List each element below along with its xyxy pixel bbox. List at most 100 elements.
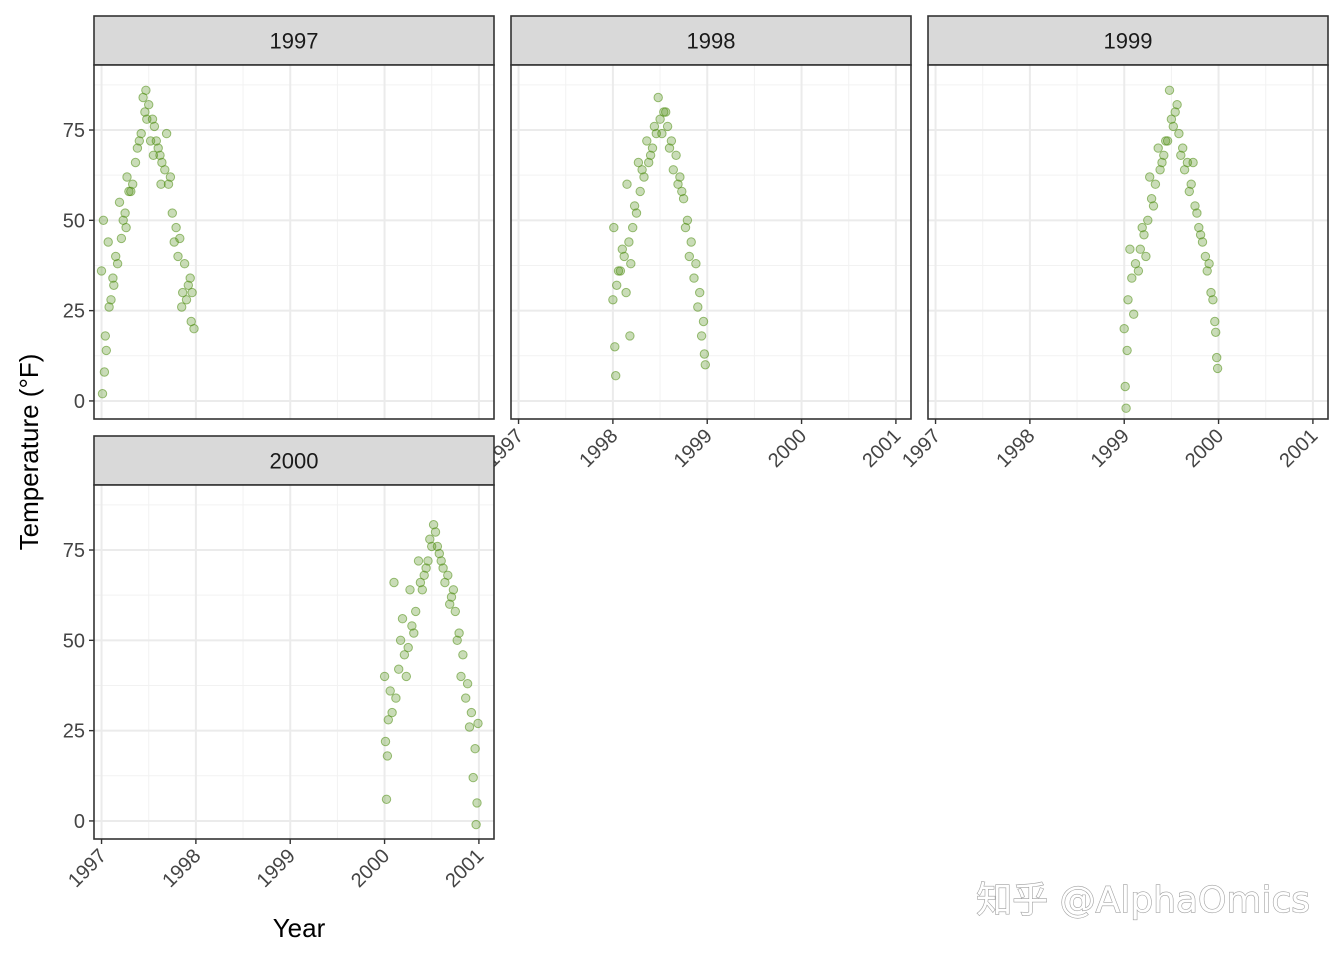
facet-strip-label: 1998 — [687, 29, 736, 54]
data-point — [1135, 244, 1146, 254]
y-tick-label: 0 — [74, 811, 85, 833]
data-point — [1210, 316, 1220, 327]
data-point — [1153, 143, 1163, 153]
data-point — [633, 157, 644, 168]
data-point — [153, 143, 163, 153]
x-tick-label: 1999 — [670, 425, 717, 472]
data-point — [471, 819, 481, 830]
data-point — [99, 367, 110, 377]
data-point — [657, 128, 667, 139]
data-point — [1172, 100, 1182, 110]
data-point — [1122, 345, 1132, 356]
data-point — [1143, 215, 1153, 226]
data-point — [610, 342, 620, 352]
data-point — [187, 287, 197, 298]
data-point — [122, 172, 132, 182]
data-point — [411, 606, 421, 617]
data-point — [1211, 327, 1221, 337]
x-tick-label: 1999 — [253, 845, 300, 892]
y-tick-label: 50 — [63, 630, 85, 652]
data-point — [403, 642, 413, 653]
data-point — [397, 614, 408, 624]
data-point — [1208, 295, 1218, 305]
data-point — [675, 172, 685, 182]
data-point — [430, 527, 441, 537]
data-point — [434, 548, 444, 559]
data-point — [415, 577, 426, 588]
data-point — [629, 201, 640, 211]
data-point — [425, 534, 435, 544]
data-point — [642, 136, 652, 146]
x-tick-label: 2000 — [1181, 425, 1228, 472]
data-point — [1120, 381, 1130, 392]
data-point — [445, 599, 455, 609]
data-point — [155, 150, 165, 161]
data-point — [473, 718, 483, 729]
y-tick-label: 25 — [63, 721, 85, 743]
data-point — [693, 302, 703, 312]
data-point — [1174, 128, 1184, 139]
data-point — [389, 577, 399, 588]
data-point — [179, 259, 190, 269]
data-point — [108, 273, 118, 283]
data-point — [173, 251, 183, 262]
data-point — [395, 635, 406, 645]
y-axis-title: Temperature (°F) — [14, 354, 44, 551]
data-point — [635, 186, 645, 197]
data-point — [167, 208, 178, 218]
data-point — [421, 563, 431, 573]
data-point — [120, 208, 130, 218]
data-point — [1146, 194, 1157, 204]
data-point — [128, 179, 138, 189]
data-point — [677, 186, 687, 197]
data-point — [466, 707, 477, 718]
data-point — [417, 585, 427, 595]
data-point — [413, 556, 424, 566]
data-point — [661, 107, 671, 117]
data-point — [183, 280, 194, 290]
plot-background — [94, 485, 494, 839]
data-point — [161, 128, 172, 139]
data-point — [121, 222, 131, 233]
data-point — [446, 592, 457, 602]
data-point — [668, 165, 678, 175]
data-point — [1145, 172, 1155, 182]
y-tick-label: 75 — [63, 540, 85, 562]
data-point — [181, 295, 192, 305]
data-point — [109, 280, 119, 290]
data-point — [1200, 251, 1211, 262]
data-point — [671, 150, 681, 161]
data-point — [631, 208, 642, 218]
data-point — [666, 136, 677, 146]
data-point — [1206, 287, 1216, 298]
data-point — [148, 150, 159, 161]
data-point — [380, 736, 391, 747]
y-tick-label: 25 — [63, 301, 85, 323]
data-point — [645, 150, 656, 161]
data-point — [136, 128, 146, 139]
data-point — [1155, 165, 1165, 175]
data-point — [1190, 201, 1200, 211]
data-point — [440, 577, 450, 588]
data-point — [1150, 179, 1161, 189]
data-point — [1192, 208, 1202, 218]
data-point — [1127, 273, 1137, 283]
data-point — [381, 794, 392, 804]
data-point — [699, 349, 710, 359]
data-point — [678, 194, 689, 204]
data-point — [423, 556, 433, 566]
data-point — [1119, 324, 1129, 334]
data-point — [1148, 201, 1159, 211]
data-point — [432, 541, 443, 552]
data-point — [1125, 244, 1135, 254]
data-point — [1123, 295, 1133, 305]
data-point — [628, 222, 638, 233]
data-point — [1184, 186, 1195, 197]
data-point — [438, 563, 448, 573]
data-point — [621, 287, 631, 298]
data-point — [452, 635, 462, 645]
data-point — [637, 165, 647, 175]
panel-border — [93, 64, 495, 420]
data-point — [448, 585, 459, 595]
